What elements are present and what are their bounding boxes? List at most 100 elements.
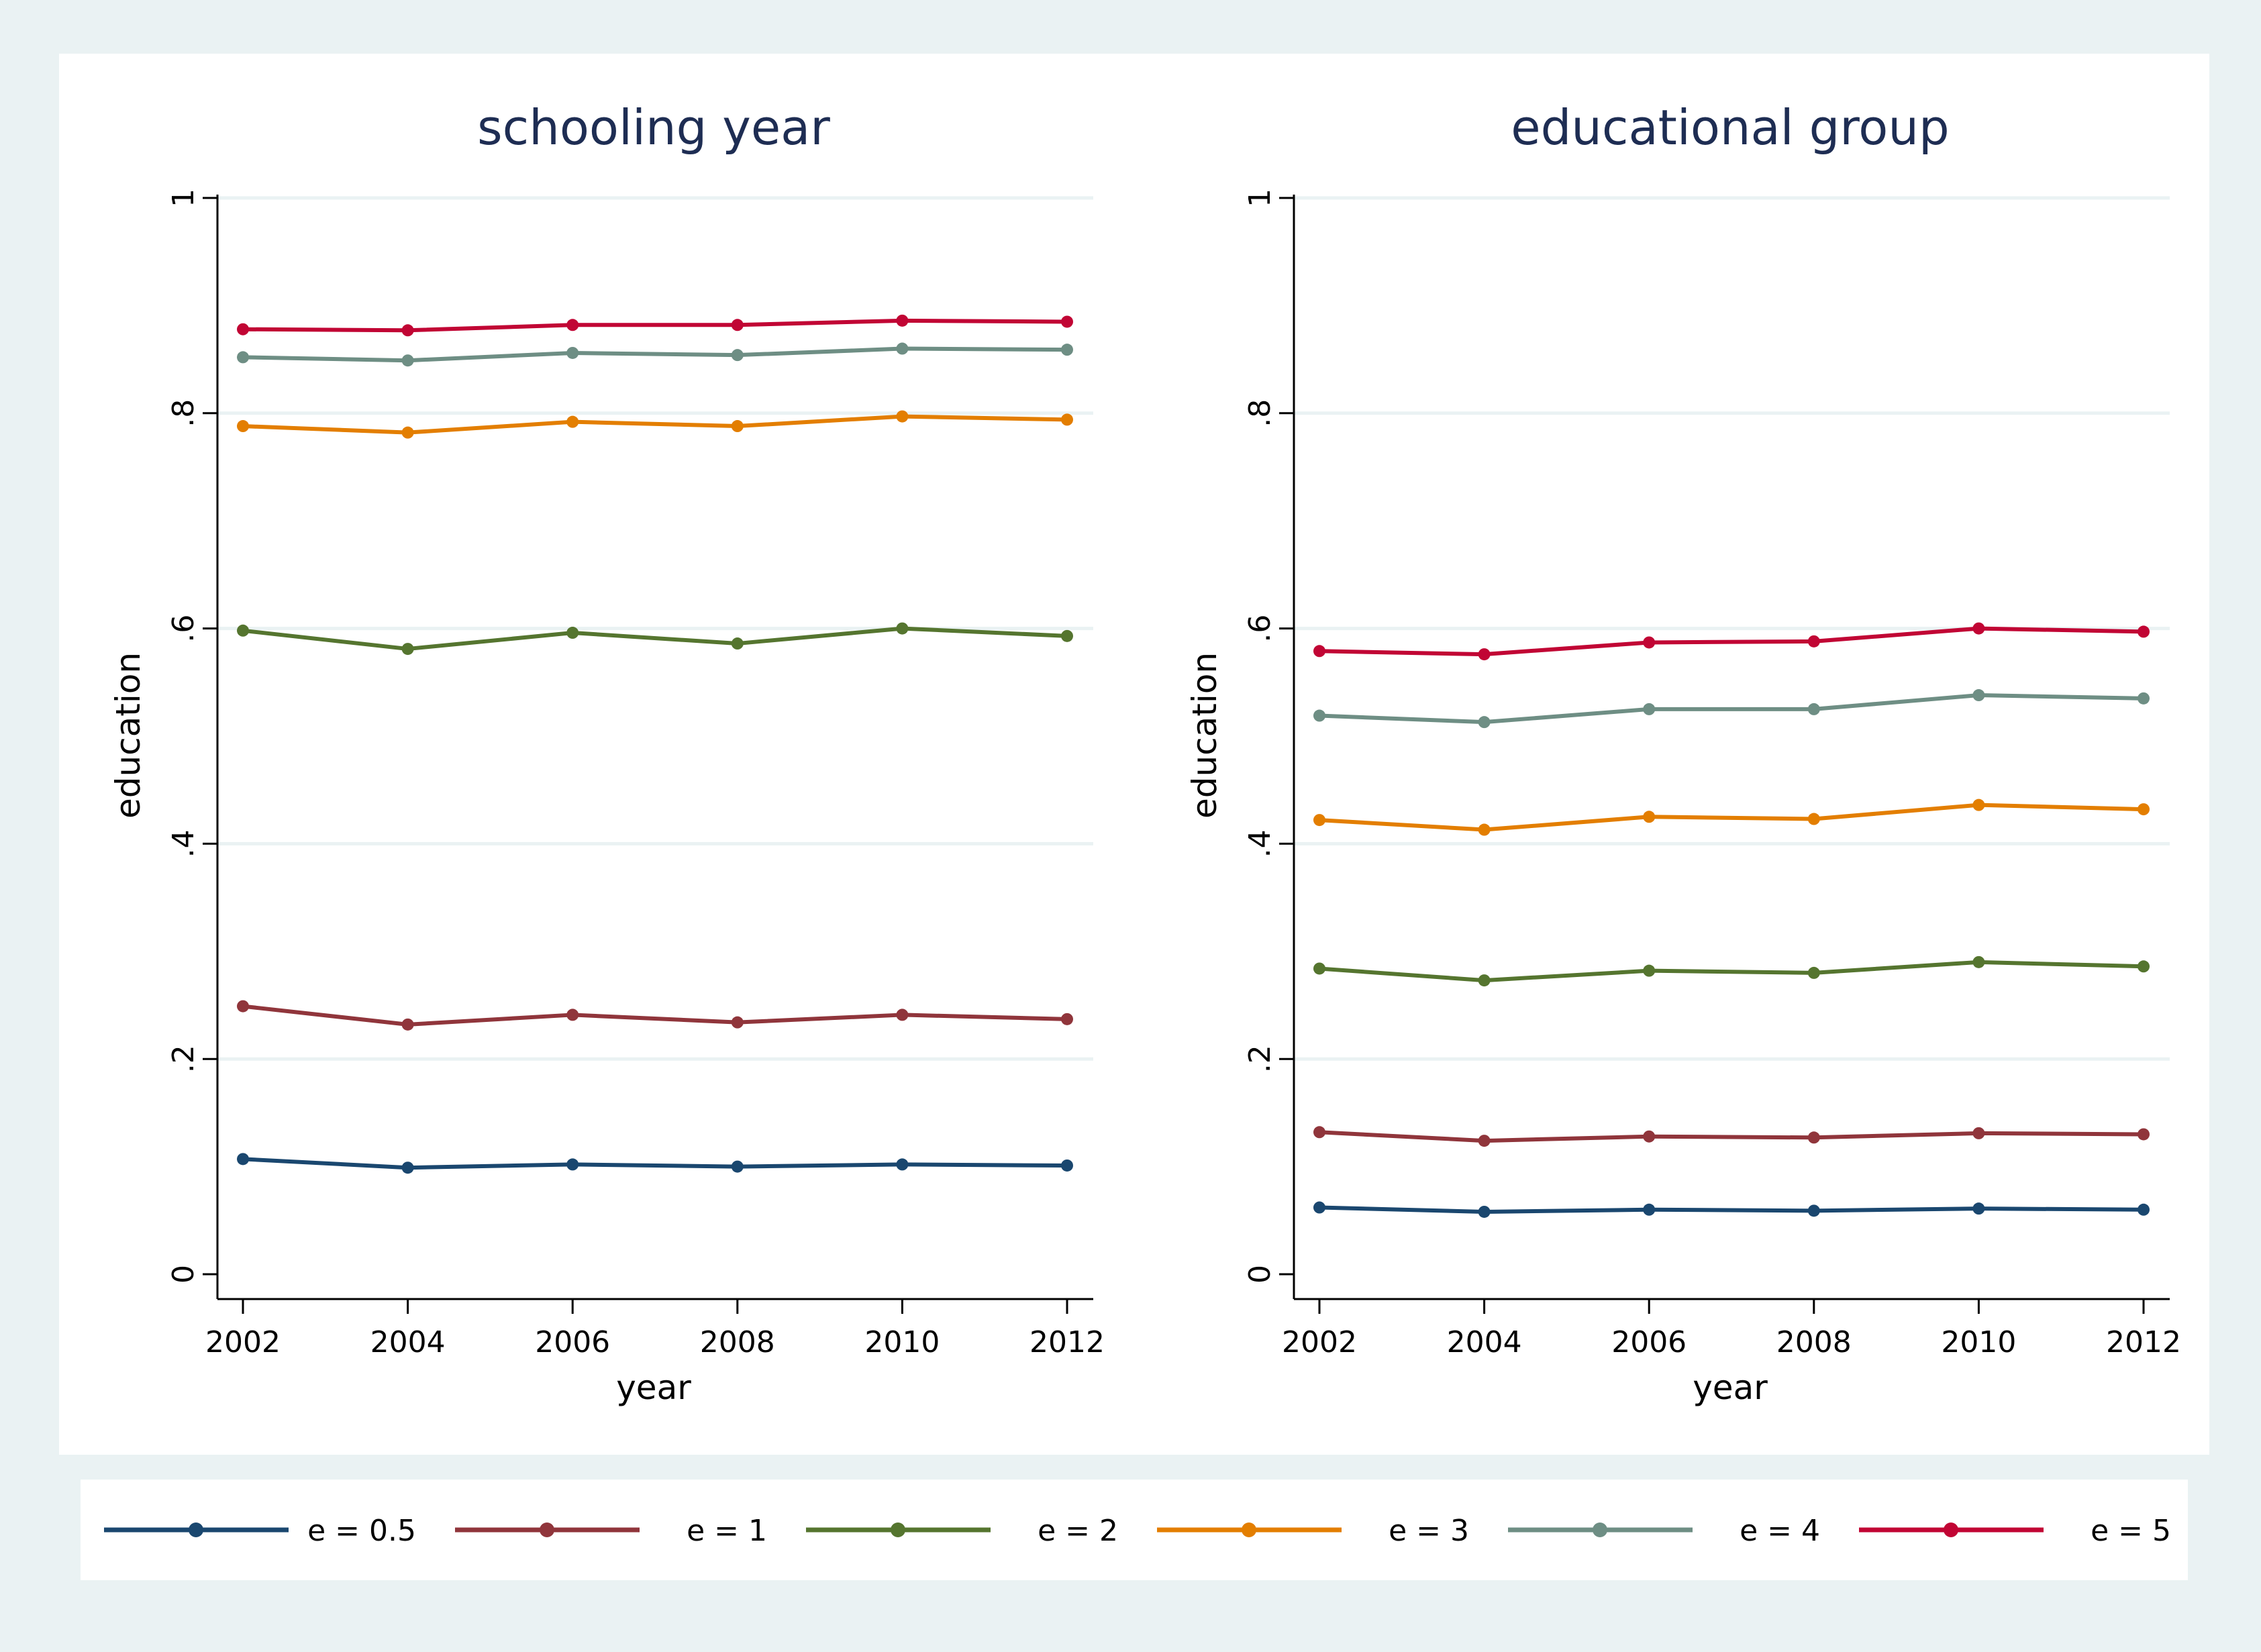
series-line-e-2 — [1319, 960, 2144, 983]
y-tick-label: 1 — [166, 189, 201, 207]
data-point — [566, 346, 579, 359]
series-line-e-3 — [1319, 803, 2144, 832]
data-point — [2138, 692, 2150, 705]
series-line-e-2 — [242, 626, 1068, 652]
x-tick-label: 2012 — [1029, 1325, 1105, 1359]
data-point — [237, 323, 249, 335]
data-point — [566, 319, 579, 331]
y-tick-label: .4 — [166, 829, 201, 858]
data-point — [237, 624, 249, 637]
x-tick-label: 2012 — [2106, 1325, 2181, 1359]
data-point — [731, 420, 744, 433]
legend-swatch-marker — [540, 1522, 554, 1537]
data-point — [1313, 709, 1325, 722]
data-point — [1478, 1135, 1491, 1147]
data-point — [1807, 813, 1820, 825]
data-point — [401, 1161, 414, 1174]
x-axis-label: year — [1693, 1368, 1768, 1407]
legend-label: e = 3 — [1389, 1514, 1469, 1548]
data-point — [1643, 1203, 1656, 1216]
x-tick-label: 2010 — [864, 1325, 940, 1359]
data-point — [731, 319, 744, 331]
legend-box — [81, 1480, 2188, 1580]
data-point — [731, 349, 744, 362]
y-tick-label: .4 — [1243, 829, 1277, 858]
y-tick-label: 1 — [1243, 189, 1277, 207]
y-tick-label: .6 — [1243, 615, 1277, 643]
data-point — [1313, 962, 1325, 975]
y-axis-label: education — [1185, 652, 1224, 819]
data-point — [1643, 703, 1656, 715]
x-tick-label: 2002 — [205, 1325, 281, 1359]
x-tick-label: 2004 — [370, 1325, 446, 1359]
legend-swatch-marker — [1944, 1522, 1958, 1537]
data-point — [1061, 629, 1073, 642]
series-line-e-1 — [242, 1004, 1068, 1027]
data-point — [896, 342, 909, 355]
data-point — [731, 1160, 744, 1173]
x-tick-label: 2006 — [1611, 1325, 1687, 1359]
data-point — [1313, 1126, 1325, 1139]
data-point — [896, 410, 909, 423]
series-line-e-5 — [1319, 626, 2144, 657]
legend-label: e = 2 — [1038, 1514, 1118, 1548]
legend-item: e = 3 — [1157, 1514, 1469, 1548]
y-tick-label: .8 — [1243, 399, 1277, 427]
series-line-e-5 — [242, 318, 1068, 333]
data-point — [237, 351, 249, 364]
legend-item: e = 2 — [806, 1514, 1118, 1548]
data-point — [566, 627, 579, 639]
series-line-e-4 — [1319, 693, 2144, 725]
data-point — [731, 637, 744, 650]
data-point — [896, 622, 909, 635]
series-line-e-0-5 — [242, 1157, 1068, 1170]
data-point — [401, 643, 414, 656]
data-point — [2138, 803, 2150, 816]
y-axis-label: education — [109, 652, 148, 819]
data-point — [2138, 625, 2150, 638]
data-point — [566, 1158, 579, 1171]
data-point — [1972, 1127, 1985, 1139]
data-point — [1807, 635, 1820, 648]
data-point — [896, 314, 909, 327]
legend: e = 0.5 e = 1 e = 2 e = 3 e = 4 e = 5 — [104, 1514, 2171, 1548]
x-tick-label: 2004 — [1447, 1325, 1522, 1359]
data-point — [1478, 716, 1491, 729]
x-axis-label: year — [616, 1368, 691, 1407]
data-point — [1643, 811, 1656, 823]
y-tick-label: 0 — [1243, 1265, 1277, 1284]
data-point — [1061, 344, 1073, 356]
legend-item: e = 0.5 — [104, 1514, 416, 1548]
data-point — [1061, 413, 1073, 426]
data-point — [401, 1018, 414, 1031]
legend-label: e = 1 — [687, 1514, 767, 1548]
legend-swatch-marker — [1242, 1522, 1256, 1537]
data-point — [1972, 956, 1985, 968]
legend-item: e = 5 — [1859, 1514, 2171, 1548]
series-line-e-0-5 — [1319, 1205, 2144, 1214]
data-point — [1478, 974, 1491, 987]
data-point — [1643, 964, 1656, 977]
data-point — [1061, 315, 1073, 328]
legend-label: e = 0.5 — [307, 1514, 416, 1548]
legend-swatch-marker — [189, 1522, 203, 1537]
data-point — [401, 354, 414, 367]
data-point — [896, 1009, 909, 1021]
x-tick-label: 2006 — [535, 1325, 610, 1359]
data-point — [2138, 1203, 2150, 1216]
data-point — [2138, 960, 2150, 973]
data-point — [1972, 689, 1985, 702]
y-tick-label: .6 — [166, 615, 201, 643]
data-point — [1643, 636, 1656, 649]
data-point — [1313, 814, 1325, 827]
chart-title: educational group — [1511, 99, 1949, 156]
data-point — [1972, 798, 1985, 811]
series-line-e-3 — [242, 414, 1068, 435]
data-point — [1807, 1204, 1820, 1217]
data-point — [1478, 648, 1491, 661]
legend-item: e = 4 — [1508, 1514, 1820, 1548]
data-point — [1061, 1159, 1073, 1172]
data-point — [1478, 823, 1491, 836]
data-point — [566, 415, 579, 428]
